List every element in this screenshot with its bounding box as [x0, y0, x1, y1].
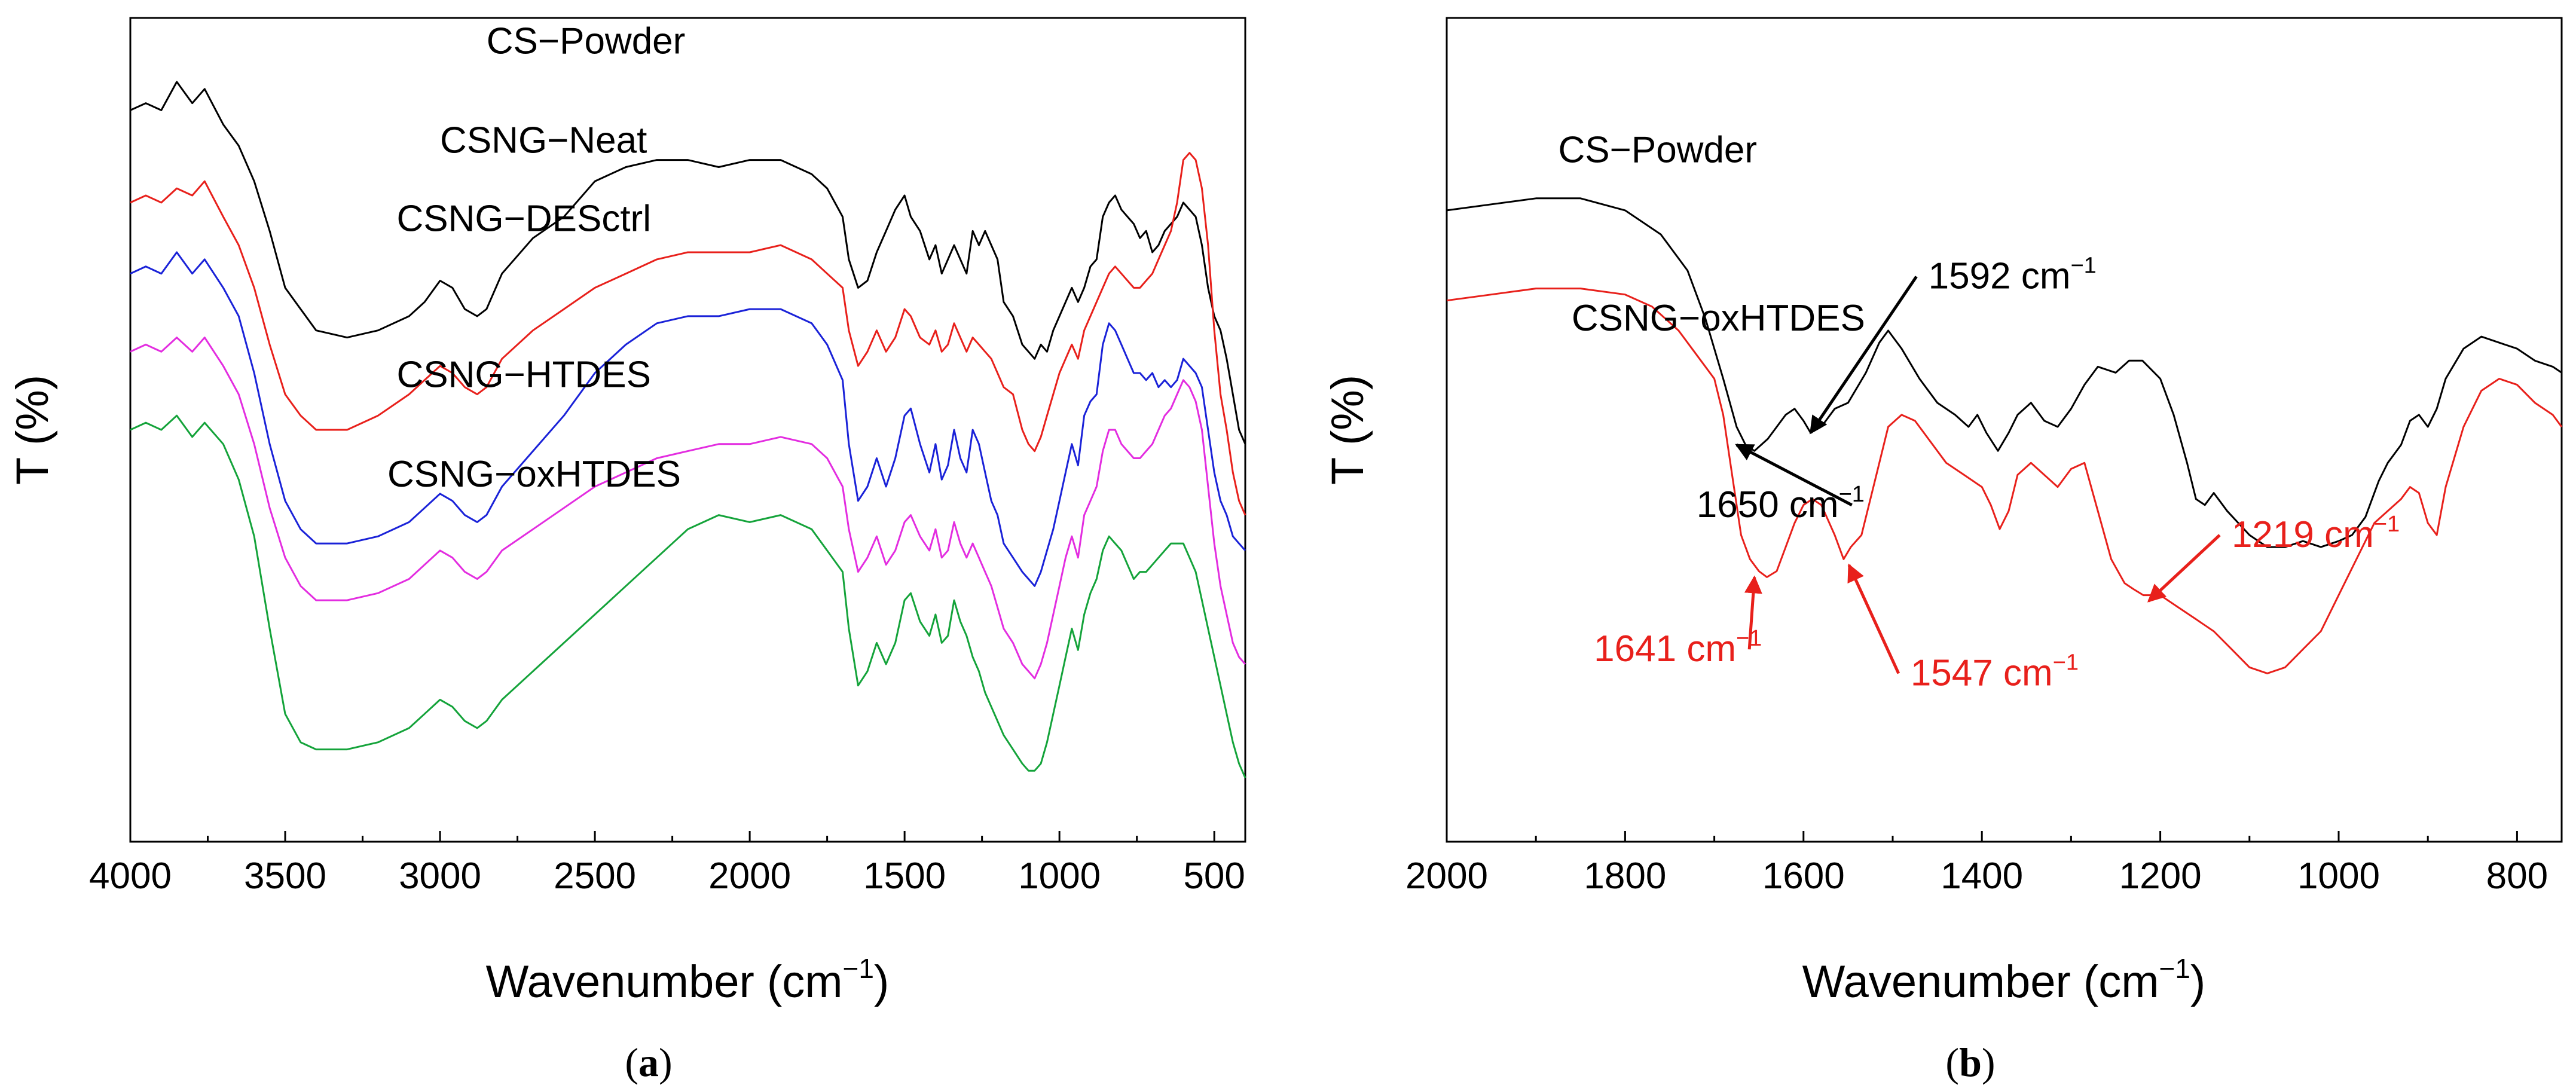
x-axis-label-b: Wavenumber (cm−1) [1802, 953, 2206, 1007]
annotation-label-b-4: 1641 cm−1 [1594, 626, 1762, 670]
x-tick-label-a-4: 2000 [708, 855, 791, 897]
x-ticks-a: 4000 3500 3000 2500 2000 1500 1000 500 [89, 831, 1245, 897]
annotation-label-a-0: CS−Powder [487, 20, 686, 62]
x-tick-label-a-5: 1500 [863, 855, 946, 897]
annotation-label-b-5: 1547 cm−1 [1911, 650, 2079, 693]
x-ticks-b: 2000 1800 1600 1400 1200 1000 800 [1405, 831, 2548, 897]
annotation-label-b-0: CS−Powder [1559, 129, 1758, 170]
series-line-b-0 [1446, 197, 2562, 548]
plot-frame-a [129, 17, 1246, 843]
x-tick-label-b-2: 1600 [1762, 855, 1845, 897]
x-tick-label-a-3: 2500 [554, 855, 636, 897]
plot-frame-b [1446, 17, 2563, 843]
annotation-label-a-3: CSNG−HTDES [397, 355, 651, 396]
x-axis-label-a: Wavenumber (cm−1) [486, 953, 890, 1007]
annotation-label-b-2: 1592 cm−1 [1929, 253, 2097, 297]
series-line-a-2 [130, 251, 1246, 587]
annotation-arrow-b-5 [1847, 563, 1900, 674]
series-line-a-3 [130, 337, 1246, 680]
annotation-label-b-1: CSNG−oxHTDES [1572, 298, 1865, 339]
caption-b: (b) [1945, 1040, 1995, 1085]
x-tick-label-a-7: 500 [1183, 855, 1245, 897]
x-tick-label-b-1: 1800 [1584, 855, 1666, 897]
y-axis-label-b: T (%) [1322, 375, 1373, 485]
panel-b: 2000 1800 1600 1400 1200 1000 800 CS−Powder CSN… [1322, 17, 2563, 1085]
caption-a: (a) [625, 1040, 672, 1085]
x-tick-label-b-3: 1400 [1941, 855, 2023, 897]
y-axis-label-a: T (%) [7, 375, 58, 485]
x-tick-label-a-1: 3500 [244, 855, 326, 897]
annotation-arrow-b-2 [1809, 276, 1918, 435]
series-group-b [1446, 197, 2563, 674]
x-tick-label-a-6: 1000 [1018, 855, 1101, 897]
panel-a: 4000 3500 3000 2500 2000 1500 1000 500 CS−Powde… [7, 17, 1246, 1085]
annotations-b: CS−Powder CSNG−oxHTDES 1592 cm−1 1650 cm−1 1… [1559, 129, 2400, 693]
annotation-arrow-b-4 [1744, 575, 1762, 650]
annotation-label-b-6: 1219 cm−1 [2232, 512, 2400, 555]
x-tick-label-a-2: 3000 [399, 855, 481, 897]
series-line-a-1 [130, 152, 1246, 516]
series-line-b-1 [1446, 288, 2563, 674]
annotation-arrow-b-6 [2147, 534, 2221, 603]
x-tick-label-b-6: 800 [2486, 855, 2548, 897]
x-tick-label-b-4: 1200 [2119, 855, 2202, 897]
annotation-arrow-b-3 [1735, 443, 1853, 507]
x-tick-label-b-5: 1000 [2297, 855, 2380, 897]
series-group-a [130, 81, 1246, 778]
annotation-label-a-2: CSNG−DESctrl [397, 198, 651, 239]
series-line-a-4 [130, 414, 1246, 778]
annotation-label-b-3: 1650 cm−1 [1697, 482, 1865, 525]
series-line-a-0 [130, 81, 1246, 445]
annotation-label-a-4: CSNG−oxHTDES [387, 454, 681, 495]
x-tick-label-b-0: 2000 [1405, 855, 1488, 897]
annotation-label-a-1: CSNG−Neat [440, 120, 647, 161]
x-tick-label-a-0: 4000 [89, 855, 172, 897]
annotations-a: CS−Powder CSNG−Neat CSNG−DESctrl CSNG−HTDES… [387, 20, 685, 495]
